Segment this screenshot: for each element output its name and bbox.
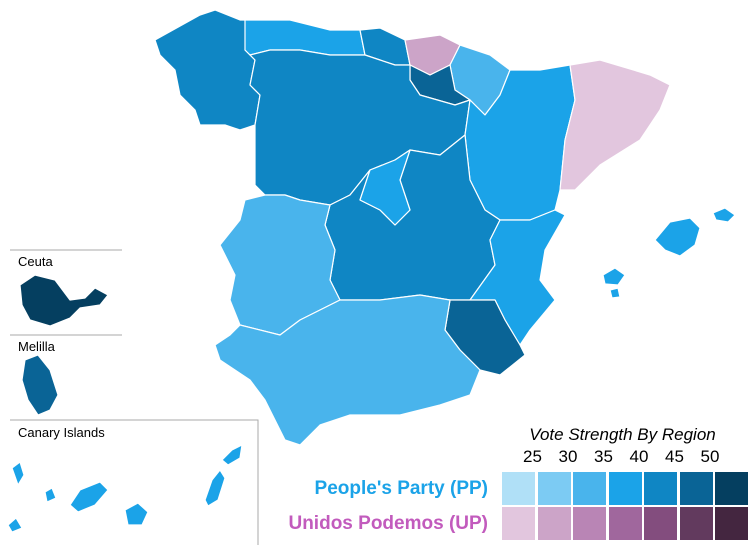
legend-tick: 30 <box>558 447 578 466</box>
region-valencia[interactable] <box>469 209 566 346</box>
legend-party-pp: People's Party (PP) <box>314 478 488 499</box>
legend-swatch <box>502 507 535 540</box>
legend-swatch <box>715 472 748 505</box>
legend-title: Vote Strength By Region <box>529 425 716 444</box>
legend-swatch <box>502 472 535 505</box>
inset-divider <box>10 419 259 545</box>
legend-tick: 40 <box>629 447 649 466</box>
region-balearic-islands[interactable] <box>602 207 736 299</box>
legend-swatch <box>608 507 642 540</box>
region-canary-islands[interactable] <box>7 444 243 533</box>
legend-party-up: Unidos Podemos (UP) <box>288 513 488 534</box>
legend-tick: 25 <box>523 447 542 466</box>
legend-tick: 50 <box>700 447 720 466</box>
region-andalusia[interactable] <box>214 294 481 446</box>
inset-label-melilla: Melilla <box>18 339 55 354</box>
inset-label-canary-islands: Canary Islands <box>18 425 105 440</box>
legend-swatch <box>644 472 677 505</box>
region-madrid[interactable] <box>359 149 411 226</box>
region-ceuta[interactable] <box>19 274 109 327</box>
legend-swatch <box>679 472 713 505</box>
legend-swatch <box>573 472 606 505</box>
legend-swatch <box>644 507 677 540</box>
inset-label-ceuta: Ceuta <box>18 254 53 269</box>
legend-swatch <box>715 507 748 540</box>
region-catalonia[interactable] <box>559 59 671 191</box>
legend-swatch <box>537 472 571 505</box>
region-asturias[interactable] <box>244 19 366 56</box>
legend-tick: 35 <box>594 447 613 466</box>
region-galicia[interactable] <box>154 9 261 131</box>
legend-swatch <box>679 507 713 540</box>
region-melilla[interactable] <box>21 354 59 416</box>
legend-tick: 45 <box>665 447 684 466</box>
legend-swatch <box>573 507 606 540</box>
legend-swatch <box>537 507 571 540</box>
legend-swatch <box>608 472 642 505</box>
